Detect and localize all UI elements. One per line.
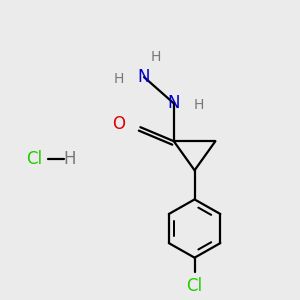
Text: H: H bbox=[194, 98, 204, 112]
Text: Cl: Cl bbox=[187, 278, 202, 296]
Text: N: N bbox=[138, 68, 150, 86]
Text: H: H bbox=[151, 50, 161, 64]
Text: H: H bbox=[114, 72, 124, 86]
Text: N: N bbox=[167, 94, 180, 112]
Text: Cl: Cl bbox=[26, 150, 42, 168]
Text: O: O bbox=[112, 115, 125, 133]
Text: H: H bbox=[64, 150, 76, 168]
